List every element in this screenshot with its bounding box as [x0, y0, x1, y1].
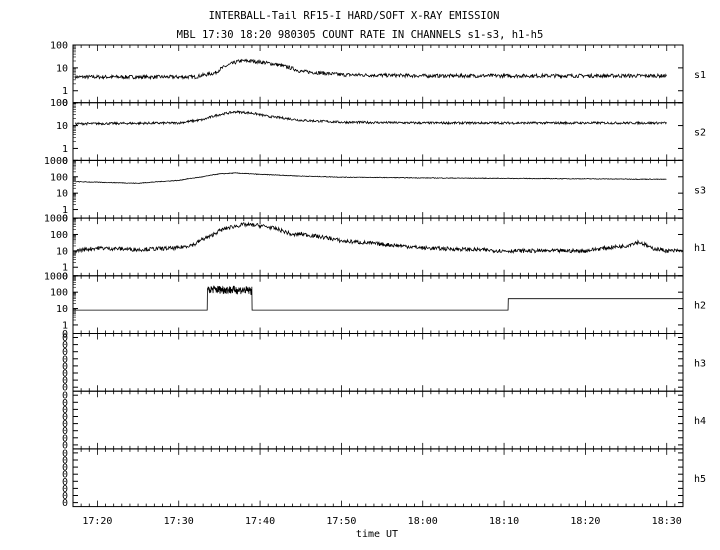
- ytick-label-h1: 1000: [44, 214, 68, 225]
- ytick-label-h5: 0: [62, 456, 68, 467]
- panel-label-h2: h2: [694, 301, 706, 312]
- ytick-label-h4: 0: [62, 440, 68, 451]
- ytick-label-h1: 1: [62, 263, 68, 274]
- series-line-s2: [75, 110, 667, 126]
- xtick-label: 18:10: [489, 516, 519, 527]
- ytick-label-h3: 0: [62, 361, 68, 372]
- x-axis: 17:20 17:30 17:40 17:50 18:00 18:10 18:20 18:30: [82, 516, 681, 527]
- ytick-label-h5: 0: [62, 484, 68, 495]
- ytick-label-h5: 0: [62, 470, 68, 481]
- ytick-label-h1: 10: [56, 246, 68, 257]
- panel-label-h3: h3: [694, 358, 706, 369]
- panel-label-h4: h4: [694, 416, 706, 427]
- panel-label-s2: s2: [694, 128, 706, 139]
- series-line-s1: [75, 58, 667, 81]
- ytick-label-h5: 0: [62, 448, 68, 459]
- xtick-label: 18:00: [408, 516, 438, 527]
- ytick-label-h3: 0: [62, 354, 68, 365]
- ytick-label-h4: 0: [62, 398, 68, 409]
- ytick-label-s3: 100: [50, 172, 68, 183]
- panel-label-s3: s3: [694, 185, 706, 196]
- ytick-label-h4: 0: [62, 433, 68, 444]
- ytick-label-h3: 0: [62, 333, 68, 344]
- ytick-label-s3: 10: [56, 189, 68, 200]
- ytick-label-s2: 0: [62, 156, 68, 167]
- ytick-label-h4: 0: [62, 405, 68, 416]
- panel-label-s1: s1: [694, 70, 706, 81]
- xtick-label: 17:20: [82, 516, 112, 527]
- ytick-label-s2: 100: [50, 98, 68, 109]
- xtick-label: 18:30: [652, 516, 682, 527]
- ytick-label-s3: 1000: [44, 156, 68, 167]
- panel-frame-h3: [72, 333, 684, 392]
- ytick-label-h1: 100: [50, 230, 68, 241]
- ytick-label-h3: 0: [62, 347, 68, 358]
- ytick-label-h5: 0: [62, 491, 68, 502]
- chart-title: INTERBALL-Tail RF15-I HARD/SOFT X-RAY EM…: [209, 10, 500, 22]
- ytick-label-s1: 0: [62, 98, 68, 109]
- series-line-s3: [75, 172, 667, 184]
- ytick-label-h3: 0: [62, 340, 68, 351]
- ytick-label-s3: 1: [62, 205, 68, 216]
- xtick-label: 17:40: [245, 516, 275, 527]
- ytick-label-h3: 0: [62, 376, 68, 387]
- xtick-label: 18:20: [570, 516, 600, 527]
- ytick-label-h5: 0: [62, 477, 68, 488]
- panel-frame-s3: [72, 159, 684, 219]
- x-axis-label: time UT: [356, 529, 398, 540]
- panel-frame-s2: [72, 102, 684, 161]
- ytick-label-h2: 100: [50, 288, 68, 299]
- ytick-label-h4: 0: [62, 391, 68, 402]
- ytick-label-h2: 1000: [44, 271, 68, 282]
- ytick-label-h3: 0: [62, 383, 68, 394]
- panel-label-h1: h1: [694, 243, 706, 254]
- ytick-label-s3: 0: [62, 214, 68, 225]
- panels: s11001010s21001010s310001001010h11000100…: [44, 41, 706, 510]
- panel-frame-h4: [72, 390, 684, 450]
- ytick-label-h4: 0: [62, 419, 68, 430]
- ytick-label-s1: 100: [50, 41, 68, 52]
- ytick-label-h2: 1: [62, 320, 68, 331]
- xtick-label: 17:50: [326, 516, 356, 527]
- ytick-label-h3: 0: [62, 369, 68, 380]
- series-line-h2: [75, 285, 683, 311]
- ytick-label-h5: 0: [62, 498, 68, 509]
- chart-subtitle: MBL 17:30 18:20 980305 COUNT RATE IN CHA…: [177, 29, 544, 41]
- panel-label-h5: h5: [694, 474, 706, 485]
- ytick-label-h2: 0: [62, 329, 68, 340]
- panel-frame-h5: [72, 448, 684, 508]
- ytick-label-h5: 0: [62, 463, 68, 474]
- ytick-label-s2: 1: [62, 144, 68, 155]
- panel-frame-h2: [72, 275, 684, 334]
- ytick-label-h1: 0: [62, 271, 68, 282]
- ytick-label-s1: 10: [56, 63, 68, 74]
- ytick-label-h2: 10: [56, 304, 68, 315]
- ytick-label-h4: 0: [62, 426, 68, 437]
- ytick-label-s2: 10: [56, 121, 68, 132]
- ytick-label-s1: 1: [62, 86, 68, 97]
- series-line-h1: [75, 221, 684, 254]
- xtick-label: 17:30: [164, 516, 194, 527]
- ytick-label-h4: 0: [62, 412, 68, 423]
